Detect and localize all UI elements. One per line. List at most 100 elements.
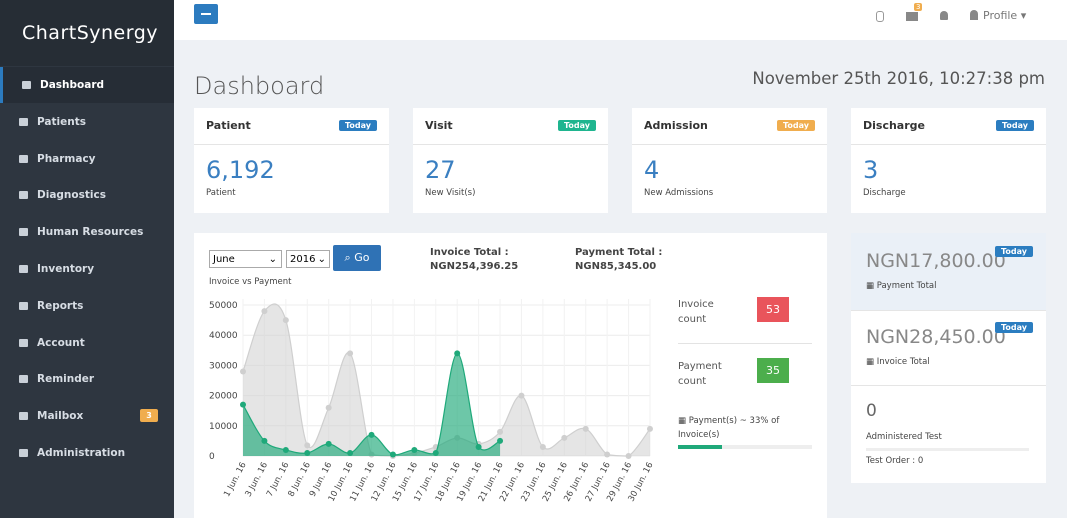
sidebar: ChartSynergy Dashboard Patients Pharmacy Di… <box>0 0 174 518</box>
menu-icon <box>19 154 28 163</box>
menu-label: Pharmacy <box>37 152 96 165</box>
menu-item[interactable]: Inventory <box>0 251 174 287</box>
menu-item[interactable]: Account <box>0 325 174 361</box>
data-point <box>347 350 354 357</box>
data-point <box>261 437 268 444</box>
menu-label: Dashboard <box>40 79 105 91</box>
logo: ChartSynergy <box>22 22 159 44</box>
menu-label: Administration <box>37 447 126 459</box>
menu-badge: 3 <box>140 409 158 423</box>
data-point <box>561 434 568 441</box>
card-header <box>851 108 1046 145</box>
menu-item[interactable]: Reports <box>0 288 174 324</box>
card-value: 27 <box>425 156 456 184</box>
year-value: 2016 <box>290 254 316 265</box>
payment-total-label: Payment Total <box>876 281 937 291</box>
data-point <box>475 443 482 450</box>
sidebar-toggle[interactable] <box>194 4 218 24</box>
menu-label: Account <box>37 336 85 349</box>
card-value: 3 <box>863 156 879 184</box>
menu-item[interactable]: Diagnostics <box>0 177 174 213</box>
menu-icon <box>19 449 28 457</box>
data-point <box>646 425 653 432</box>
data-point <box>261 308 268 315</box>
year-select[interactable]: 2016 ⌄ <box>286 250 330 268</box>
payment-count-label: Payment count <box>678 361 722 387</box>
data-point <box>304 442 311 449</box>
menu-icon <box>19 412 28 421</box>
menu-item[interactable]: Pharmacy <box>0 141 174 177</box>
menu-label: Inventory <box>37 263 95 275</box>
card-label: New Admissions <box>644 188 714 198</box>
data-point <box>582 425 589 432</box>
payment-total-caption: ▦ Payment Total <box>866 281 937 291</box>
menu-item[interactable]: Human Resources <box>0 214 174 250</box>
stat-card: Admission Today 4 New Admissions <box>632 108 827 213</box>
bulb-icon[interactable] <box>876 11 884 22</box>
menu-item[interactable]: Patients <box>0 104 174 140</box>
data-point <box>497 428 504 435</box>
menu-icon <box>19 191 28 200</box>
tests-label: Administered Test <box>866 432 942 442</box>
menu-icon <box>19 301 28 310</box>
y-tick-label: 0 <box>209 452 215 462</box>
datetime: November 25th 2016, 10:27:38 pm <box>752 69 1045 88</box>
card-header <box>413 108 608 145</box>
go-button[interactable]: ⌕ Go <box>333 245 381 271</box>
card-title: Visit <box>425 119 453 132</box>
y-tick-label: 50000 <box>209 301 238 311</box>
month-select[interactable]: June ⌄ <box>209 250 282 268</box>
mail-icon[interactable] <box>906 12 918 21</box>
profile-label: Profile <box>983 9 1018 22</box>
payment-badge: Today <box>995 246 1033 257</box>
payment-ratio-text: Payment(s) ~ 33% of Invoice(s) <box>678 416 780 440</box>
y-tick-label: 20000 <box>209 392 238 402</box>
invoice-total-value: NGN254,396.25 <box>430 261 519 272</box>
menu-item[interactable]: Administration <box>0 435 174 471</box>
invoice-count: 53 <box>757 297 789 322</box>
header <box>174 0 1067 40</box>
stat-card: Discharge Today 3 Discharge <box>851 108 1046 213</box>
menu-icon <box>19 228 28 237</box>
series-area <box>243 303 650 456</box>
tests-count: 0 <box>866 401 877 421</box>
menu-item[interactable]: Dashboard <box>0 67 174 103</box>
payment-summary <box>851 233 1046 310</box>
profile-menu[interactable]: Profile ▾ <box>983 9 1027 22</box>
menu-item[interactable]: Reminder <box>0 361 174 397</box>
y-tick-label: 10000 <box>209 422 238 432</box>
invoice-total: NGN28,450.00 <box>866 326 1006 348</box>
mail-badge: 3 <box>914 3 923 11</box>
data-point <box>389 451 396 458</box>
bell-icon[interactable] <box>940 11 948 20</box>
progress-fill <box>678 445 722 449</box>
data-point <box>411 446 418 453</box>
payment-total-value: NGN85,345.00 <box>575 261 657 272</box>
menu-item[interactable]: Mailbox 3 <box>0 398 174 434</box>
menu-icon <box>19 375 28 384</box>
menu-icon <box>19 338 28 347</box>
invoice-panel <box>194 233 827 518</box>
data-point <box>240 401 246 408</box>
invoice-badge: Today <box>995 322 1033 333</box>
menu-label: Reminder <box>37 373 95 386</box>
logo-area <box>0 0 174 66</box>
chart-subtitle: Invoice vs Payment <box>209 277 292 287</box>
data-point <box>518 392 525 399</box>
data-point <box>325 440 332 447</box>
data-point <box>432 449 439 456</box>
payment-total: NGN17,800.00 <box>866 250 1006 272</box>
card-label: Patient <box>206 188 236 198</box>
tests-progress <box>866 448 1029 451</box>
data-point <box>368 431 375 438</box>
data-point <box>625 453 632 459</box>
card-label: New Visit(s) <box>425 188 476 198</box>
data-point <box>325 404 332 411</box>
card-badge: Today <box>777 120 815 131</box>
payment-total-label: Payment Total : <box>575 247 663 258</box>
menu-label: Diagnostics <box>37 189 106 202</box>
card-title: Discharge <box>863 119 925 132</box>
data-point <box>282 446 289 453</box>
